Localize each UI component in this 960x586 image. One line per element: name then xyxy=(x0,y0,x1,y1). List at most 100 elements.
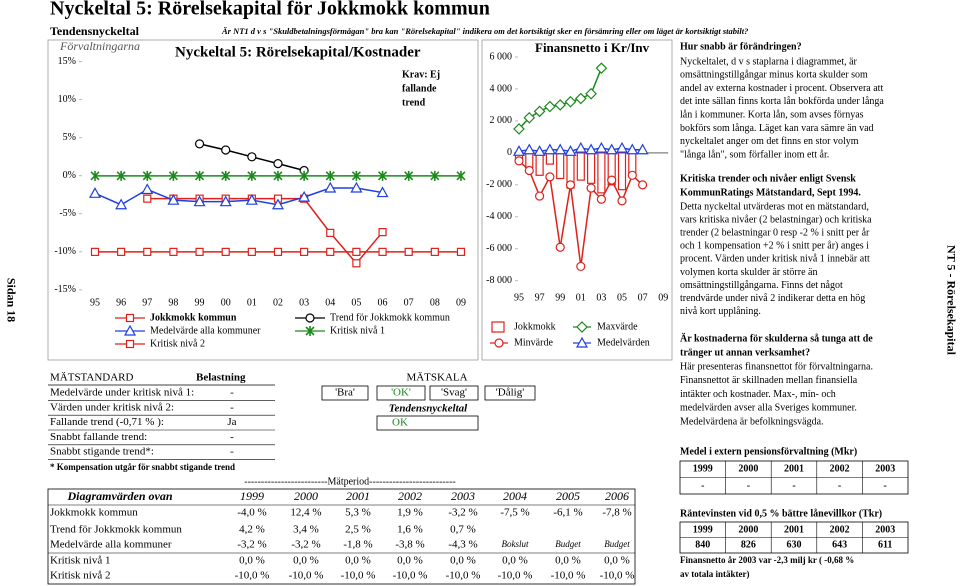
data-point xyxy=(627,170,637,180)
data-point xyxy=(430,170,440,181)
table-cell: -4,0 % xyxy=(237,507,266,519)
table-cell: 12,4 % xyxy=(290,507,321,519)
data-point xyxy=(544,100,556,113)
data-point xyxy=(324,181,337,193)
row-label: Snabbt stigande trend*: xyxy=(50,446,154,458)
info-text: Nyckeltalet, d v s staplarna i diagramme… xyxy=(680,56,858,67)
table-header: 2001 xyxy=(784,463,804,474)
section-title: MÄTSTANDARD xyxy=(50,372,134,384)
table-cell: -3,2 % xyxy=(448,507,477,519)
info-text: Här presenteras finansnettot för förvalt… xyxy=(680,361,873,372)
result-box xyxy=(376,415,479,431)
x-tick-label: 97 xyxy=(142,297,152,308)
data-point xyxy=(143,247,152,256)
table-cell: -7,5 % xyxy=(500,507,529,519)
y-tick-label: -4 000 xyxy=(486,211,512,222)
scale-box xyxy=(429,385,479,401)
data-point xyxy=(607,175,617,185)
result: OK xyxy=(392,417,408,429)
row-label: Jokkmokk kommun xyxy=(50,507,138,519)
x-tick-label: 00 xyxy=(221,297,231,308)
table-cell: -10,0 % xyxy=(341,570,376,582)
trend-label: Tendensnyckeltal xyxy=(389,403,468,415)
info-text: trendvärde under nivå 2 indikerar detta … xyxy=(680,293,865,304)
data-point xyxy=(351,170,361,181)
table-cell: 0,0 % xyxy=(555,555,581,567)
section-title: MÄTSKALA xyxy=(406,372,467,384)
y-tick-label: 15% xyxy=(58,56,76,67)
info-text: nivå kort upplåning. xyxy=(680,306,761,317)
table-cell: Budget xyxy=(604,539,630,549)
page-title: Nyckeltal 5: Rörelsekapital för Jokkmokk… xyxy=(50,0,490,20)
data-point xyxy=(574,92,587,105)
table-header: 2000 xyxy=(738,524,758,535)
table-cell: 3,4 % xyxy=(293,524,319,536)
x-tick-label: 01 xyxy=(576,292,586,303)
x-tick-label: 04 xyxy=(325,297,335,308)
info-text: nyckeltalet anger om det finns en stor v… xyxy=(680,136,859,147)
data-point xyxy=(247,247,256,256)
legend-marker xyxy=(123,324,137,336)
table-cell: -3,8 % xyxy=(395,539,424,551)
data-point xyxy=(586,183,596,193)
bar xyxy=(556,152,565,180)
table-header: 2004 xyxy=(503,489,527,503)
data-point xyxy=(195,247,204,256)
data-point xyxy=(512,145,526,156)
data-point xyxy=(637,180,648,190)
info-text: andel av externa kostnader i procent. Ob… xyxy=(680,83,883,94)
data-point xyxy=(378,228,387,237)
table-cell: -4,3 % xyxy=(448,539,477,551)
table-cell: 0,0 % xyxy=(450,555,476,567)
info-text: det inte sällan finns korta lån bokförda… xyxy=(680,96,884,107)
table-cell: 1,6 % xyxy=(397,524,423,536)
table-header: Diagramvärden ovan xyxy=(67,489,173,503)
table-frame xyxy=(47,488,636,585)
data-point xyxy=(325,170,335,181)
data-point xyxy=(298,190,311,202)
bar xyxy=(545,152,555,165)
legend-marker xyxy=(494,338,504,348)
data-point xyxy=(524,165,534,176)
bar xyxy=(617,152,627,191)
bar xyxy=(576,152,585,181)
data-point xyxy=(247,170,257,181)
footnote: * Kompensation utgår för snabbt stigande… xyxy=(50,462,235,472)
y-tick-label: -2 000 xyxy=(486,179,512,190)
data-point xyxy=(576,261,586,272)
data-point xyxy=(221,247,230,256)
note: av totala intäkter) xyxy=(680,569,750,579)
data-point xyxy=(626,143,639,155)
x-tick-label: 05 xyxy=(351,297,361,308)
table-header: 2000 xyxy=(294,489,318,503)
table-cell: 630 xyxy=(787,539,802,550)
legend-marker xyxy=(305,326,315,336)
info-text: intäkter och kostnader. Max-, min- och xyxy=(680,389,836,400)
row-value: - xyxy=(230,446,234,458)
info-text: lån i kommuner. Korta lån, som avses för… xyxy=(680,109,864,120)
legend-label: Maxvärde xyxy=(597,321,638,332)
x-tick-label: 09 xyxy=(658,292,668,303)
table-cell: -10,0 % xyxy=(446,570,481,582)
table-cell: 840 xyxy=(695,539,710,550)
data-point xyxy=(221,170,231,181)
table-header: 1999 xyxy=(240,489,264,503)
data-point xyxy=(299,170,309,181)
y-tick-label: -6 000 xyxy=(486,243,512,254)
x-tick-label: 01 xyxy=(247,297,257,308)
table-cell: 0,0 % xyxy=(293,555,319,567)
table-cell: 4,2 % xyxy=(239,524,265,536)
table-cell: -10,0 % xyxy=(600,570,635,582)
table-cell: -10,0 % xyxy=(393,570,428,582)
info-text: medelvärden avser alla Sveriges kommuner… xyxy=(680,403,857,414)
data-point xyxy=(219,195,232,207)
period-label: -------------------------Mätperiod------… xyxy=(244,476,456,487)
x-tick-label: 08 xyxy=(430,297,440,308)
info-text: och 1 kompensation +2 % i snitt per år) … xyxy=(680,241,869,252)
subtitle: Tendensnyckeltal xyxy=(50,24,140,38)
legend-label: Trend för Jokkmokk kommun xyxy=(330,312,450,323)
data-point xyxy=(595,62,608,75)
info-text: Finansnettot är skillnaden mellan finans… xyxy=(680,375,858,386)
row-value: - xyxy=(230,401,234,413)
